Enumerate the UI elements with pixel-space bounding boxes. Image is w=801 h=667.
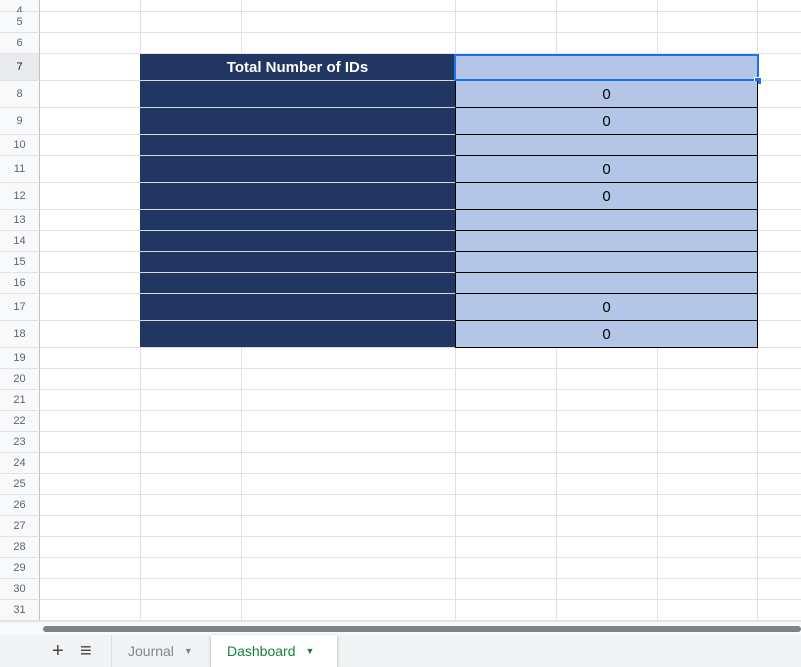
- row-gridline: [40, 32, 801, 33]
- plus-icon: +: [52, 639, 64, 662]
- row-header[interactable]: 17: [0, 294, 40, 321]
- label-cell[interactable]: [140, 294, 455, 321]
- value-cell[interactable]: [455, 252, 758, 273]
- row-header[interactable]: 27: [0, 516, 40, 537]
- row-header[interactable]: 6: [0, 33, 40, 54]
- row-header[interactable]: 12: [0, 183, 40, 210]
- row-gridline: [40, 53, 801, 54]
- tab-label: Dashboard: [227, 643, 296, 659]
- value-cell[interactable]: [455, 273, 758, 294]
- row-gridline: [40, 494, 801, 495]
- tab-label: Journal: [128, 643, 174, 659]
- label-cell[interactable]: [140, 321, 455, 348]
- tab-journal[interactable]: Journal ▼: [111, 635, 210, 667]
- value-cell[interactable]: 0: [455, 183, 758, 210]
- add-sheet-button[interactable]: +: [36, 635, 80, 667]
- value-cell[interactable]: 0: [455, 156, 758, 183]
- label-cell[interactable]: [140, 156, 455, 183]
- label-cell[interactable]: [140, 231, 455, 252]
- row-gridline: [40, 620, 801, 621]
- label-cell[interactable]: [140, 273, 455, 294]
- row-header[interactable]: 24: [0, 453, 40, 474]
- value-cell[interactable]: 0: [455, 321, 758, 348]
- label-cell[interactable]: [140, 210, 455, 231]
- value-cell[interactable]: 0: [455, 108, 758, 135]
- value-cell[interactable]: [455, 210, 758, 231]
- value-cell[interactable]: 0: [455, 81, 758, 108]
- row-header[interactable]: 19: [0, 348, 40, 369]
- value-cell[interactable]: [455, 135, 758, 156]
- row-gridline: [40, 11, 801, 12]
- row-header[interactable]: 22: [0, 411, 40, 432]
- row-header[interactable]: 14: [0, 231, 40, 252]
- value-cell[interactable]: [455, 231, 758, 252]
- row-header[interactable]: 8: [0, 81, 40, 108]
- row-gridline: [40, 473, 801, 474]
- row-gridline: [40, 536, 801, 537]
- row-gridline: [40, 368, 801, 369]
- row-header[interactable]: 10: [0, 135, 40, 156]
- row-header[interactable]: 13: [0, 210, 40, 231]
- row-header[interactable]: 16: [0, 273, 40, 294]
- row-header[interactable]: 31: [0, 600, 40, 621]
- label-cell[interactable]: [140, 183, 455, 210]
- tab-dashboard[interactable]: Dashboard ▼: [211, 635, 337, 667]
- row-header[interactable]: 18: [0, 321, 40, 348]
- row-gridline: [40, 515, 801, 516]
- row-header[interactable]: 30: [0, 579, 40, 600]
- row-header[interactable]: 21: [0, 390, 40, 411]
- label-cell[interactable]: [140, 135, 455, 156]
- row-header[interactable]: 26: [0, 495, 40, 516]
- table-header-cell[interactable]: Total Number of IDs: [140, 54, 455, 81]
- row-gridline: [40, 557, 801, 558]
- label-cell[interactable]: [140, 108, 455, 135]
- label-cell[interactable]: [140, 252, 455, 273]
- row-gridline: [40, 431, 801, 432]
- row-header[interactable]: 15: [0, 252, 40, 273]
- value-cell[interactable]: 0: [455, 294, 758, 321]
- spreadsheet-grid[interactable]: 4 5 6 7 Total Number of IDs 8 0 9 0 10 11 0 12 0 13 14 1…: [0, 0, 801, 623]
- selected-cell-outline: [454, 54, 759, 81]
- label-cell[interactable]: [140, 81, 455, 108]
- row-gridline: [40, 599, 801, 600]
- caret-down-icon: ▼: [305, 646, 315, 656]
- row-header[interactable]: 25: [0, 474, 40, 495]
- row-header[interactable]: 7: [0, 54, 40, 81]
- row-header[interactable]: 28: [0, 537, 40, 558]
- row-header[interactable]: 23: [0, 432, 40, 453]
- sheet-tab-bar: + ≡ Journal ▼ Dashboard ▼: [0, 635, 801, 667]
- row-gridline: [40, 452, 801, 453]
- all-sheets-button[interactable]: ≡: [64, 635, 108, 667]
- horizontal-scrollbar[interactable]: [0, 621, 801, 636]
- row-header[interactable]: 9: [0, 108, 40, 135]
- row-gridline: [40, 410, 801, 411]
- row-gridline: [40, 578, 801, 579]
- row-header[interactable]: 20: [0, 369, 40, 390]
- scrollbar-thumb[interactable]: [43, 626, 801, 632]
- caret-down-icon: ▼: [183, 646, 193, 656]
- list-menu-icon: ≡: [80, 639, 92, 662]
- row-header[interactable]: 4: [0, 0, 40, 17]
- row-header[interactable]: 29: [0, 558, 40, 579]
- row-gridline: [40, 389, 801, 390]
- row-header[interactable]: 11: [0, 156, 40, 183]
- row-header[interactable]: 5: [0, 12, 40, 33]
